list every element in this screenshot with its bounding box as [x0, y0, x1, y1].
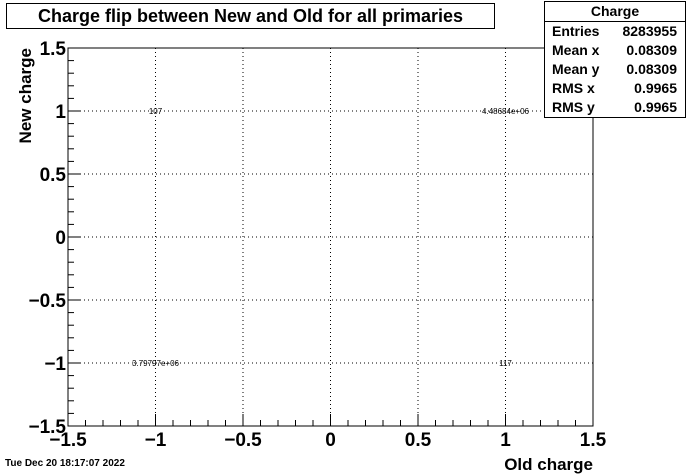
x-tick-label: −0.5 [224, 430, 262, 451]
stats-title: Charge [545, 2, 685, 22]
stat-value: 8283955 [622, 23, 677, 39]
x-tick-label: 0.5 [405, 430, 432, 451]
stat-name: RMS y [552, 99, 595, 115]
stat-value: 0.9965 [634, 99, 677, 115]
stats-box: Charge Entries 8283955 Mean x 0.08309 Mean y… [544, 1, 686, 118]
stat-row: Mean y 0.08309 [545, 60, 685, 79]
y-tick-label: −1 [44, 354, 66, 375]
x-tick-label: 0 [325, 430, 336, 451]
stat-name: Mean y [552, 61, 600, 77]
x-axis-title: Old charge [504, 455, 593, 474]
stat-name: Entries [552, 23, 600, 39]
x-tick-label: −1 [145, 430, 167, 451]
y-tick-label: 0.5 [40, 165, 67, 186]
y-tick-label: −1.5 [28, 417, 66, 438]
stat-value: 0.08309 [626, 42, 677, 58]
x-tick-label: 1.5 [580, 430, 607, 451]
tick-labels: −1.5 −1 −0.5 0 0.5 1 1.5 −1.5 −1 −0.5 0 0.5 1 1.5 [28, 39, 606, 451]
stat-row: Mean x 0.08309 [545, 41, 685, 60]
stats-rows: Entries 8283955 Mean x 0.08309 Mean y 0.08309… [545, 22, 685, 117]
stat-name: Mean x [552, 42, 600, 58]
x-tick-label: 1 [500, 430, 511, 451]
bin-content-label: 107 [149, 107, 163, 116]
timestamp: Tue Dec 20 18:17:07 2022 [5, 458, 125, 469]
chart-title: Charge flip between New and Old for all … [6, 3, 495, 29]
y-tick-label: 1.5 [40, 39, 67, 60]
stat-value: 0.08309 [626, 61, 677, 77]
bin-content-label: 117 [499, 359, 512, 368]
y-axis-title: New charge [16, 48, 35, 143]
stat-row: Entries 8283955 [545, 22, 685, 41]
grid-lines [68, 48, 593, 426]
y-tick-label: 1 [55, 102, 66, 123]
y-tick-label: −0.5 [28, 291, 66, 312]
bin-content-label: 4.48684e+06 [482, 107, 529, 116]
y-tick-label: 0 [55, 228, 66, 249]
bin-content-label: 3.79797e+06 [132, 359, 179, 368]
stat-row: RMS x 0.9965 [545, 79, 685, 98]
x-tick-label: −1.5 [49, 430, 87, 451]
bin-contents: 107 4.48684e+06 3.79797e+06 117 [132, 107, 529, 368]
stat-value: 0.9965 [634, 80, 677, 96]
axis-ticks [67, 47, 594, 427]
stat-name: RMS x [552, 80, 595, 96]
stat-row: RMS y 0.9965 [545, 98, 685, 117]
